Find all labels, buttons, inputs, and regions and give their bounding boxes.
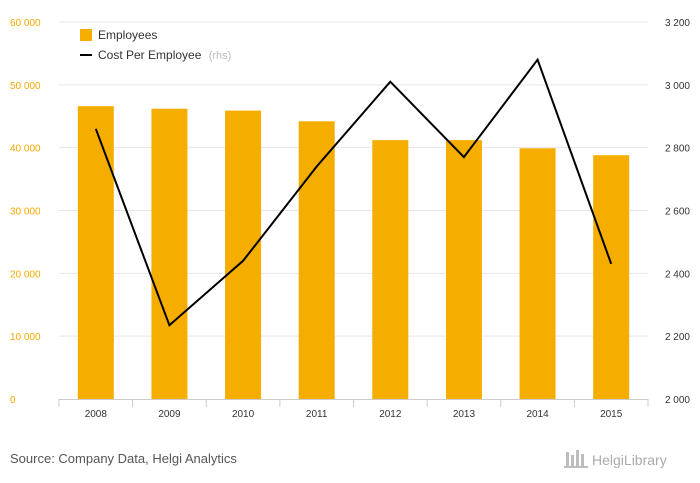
legend-employees-swatch <box>80 29 92 41</box>
employees-bar <box>151 108 188 400</box>
x-tick-label: 2013 <box>453 409 476 420</box>
source-note: Source: Company Data, Helgi Analytics <box>10 451 237 466</box>
x-tick-label: 2009 <box>158 409 181 420</box>
legend: Employees Cost Per Employee (rhs) <box>80 28 231 62</box>
y-right-tick-label: 3 200 <box>665 18 690 29</box>
y-right-tick-label: 2 200 <box>665 332 690 343</box>
y-right-tick-label: 2 400 <box>665 269 690 280</box>
x-tick-label: 2014 <box>526 409 549 420</box>
employees-bar <box>77 106 114 400</box>
employees-bar <box>593 155 630 399</box>
y-left-tick-label: 50 000 <box>10 81 41 92</box>
employees-bar <box>445 140 482 400</box>
x-tick-label: 2010 <box>232 409 255 420</box>
y-right-tick-label: 2 600 <box>665 207 690 218</box>
legend-cost-note: (rhs) <box>209 50 232 62</box>
legend-cost-name: Cost Per Employee <box>98 48 202 62</box>
grid-lines <box>59 21 648 337</box>
employees-bar <box>225 110 262 399</box>
y-left-tick-label: 0 <box>10 395 16 406</box>
y-right-tick-label: 2 800 <box>665 144 690 155</box>
x-tick-label: 2012 <box>379 409 402 420</box>
employees-bar <box>519 148 556 399</box>
employees-bars <box>77 106 630 400</box>
employees-bar <box>372 140 409 400</box>
y-left-tick-label: 40 000 <box>10 144 41 155</box>
brand-logo: HelgiLibrary <box>564 450 667 468</box>
legend-cost-label: Cost Per Employee (rhs) <box>98 48 231 62</box>
library-icon <box>564 450 588 468</box>
cost-per-employee-line-group <box>94 57 613 327</box>
legend-employees-label: Employees <box>98 28 157 42</box>
x-tick-label: 2015 <box>600 409 623 420</box>
y-left-tick-label: 60 000 <box>10 18 41 29</box>
employees-bar <box>298 121 335 399</box>
y-left-tick-label: 20 000 <box>10 269 41 280</box>
y-right-tick-label: 2 000 <box>665 395 690 406</box>
y-left-tick-label: 10 000 <box>10 332 41 343</box>
axes: 0 10 000 20 000 30 000 40 000 50 000 60 000 2 0… <box>10 18 690 420</box>
y-left-tick-label: 30 000 <box>10 207 41 218</box>
brand-name: HelgiLibrary <box>592 452 667 468</box>
x-tick-label: 2011 <box>306 409 328 420</box>
x-tick-label: 2008 <box>85 409 108 420</box>
cost-per-employee-line <box>94 57 613 327</box>
y-right-tick-label: 3 000 <box>665 81 690 92</box>
